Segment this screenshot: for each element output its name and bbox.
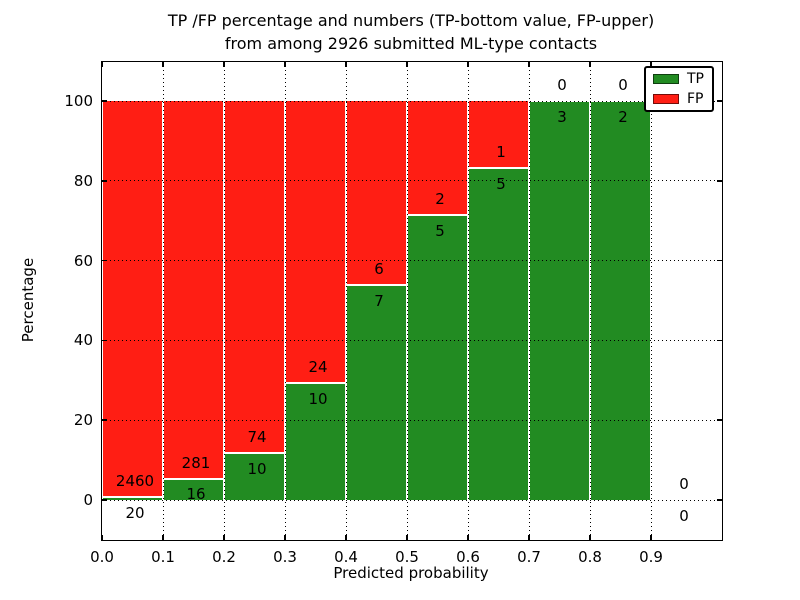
bar-count-label-tp: 5 (435, 221, 445, 240)
y-tick-right (717, 419, 722, 421)
x-tick-bottom (589, 535, 591, 540)
x-tick-label: 0.6 (456, 548, 480, 566)
x-tick-label: 0.8 (578, 548, 602, 566)
bar-fp (346, 101, 407, 286)
y-tick-label: 20 (73, 411, 93, 430)
x-tick-top (406, 62, 408, 67)
bar-fp (285, 101, 346, 383)
bar-count-label-fp: 24 (308, 357, 328, 376)
bar-fp (163, 101, 224, 479)
x-tick-label: 0.1 (151, 548, 175, 566)
x-tick-bottom (528, 535, 530, 540)
bar-count-label-fp: 2 (435, 190, 445, 208)
bar-fp (224, 101, 285, 453)
chart-title-line2: from among 2926 submitted ML-type contac… (224, 34, 598, 53)
chart-title-line1: TP /FP percentage and numbers (TP-bottom… (167, 11, 655, 30)
bar-tp (346, 285, 407, 500)
bar-count-label-tp: 7 (374, 292, 384, 311)
x-tick-top (101, 62, 103, 67)
bar-count-label-tp: 20 (125, 503, 145, 522)
x-tick-top (162, 62, 164, 67)
bar-tp (590, 101, 651, 500)
bar-count-label-tp: 0 (679, 507, 689, 525)
y-tick-label: 0 (83, 491, 93, 509)
x-tick-bottom (162, 535, 164, 540)
legend: TP FP (644, 66, 714, 112)
bar-count-label-fp: 0 (679, 475, 689, 493)
x-tick-label: 0.4 (334, 548, 358, 566)
legend-swatch-tp (653, 74, 679, 84)
x-tick-top (467, 62, 469, 67)
bar-tp (529, 101, 590, 500)
bar-count-label-fp: 74 (247, 427, 267, 446)
x-tick-label: 0.3 (273, 548, 297, 566)
legend-label-fp: FP (687, 90, 704, 107)
bar-count-label-fp: 1 (496, 142, 506, 161)
x-tick-bottom (101, 535, 103, 540)
x-tick-bottom (345, 535, 347, 540)
bar-count-label-fp: 6 (374, 260, 384, 279)
x-tick-label: 0.5 (395, 548, 419, 566)
x-tick-label: 0.0 (90, 548, 114, 566)
legend-row-tp: TP (653, 70, 705, 87)
chart-title: TP /FP percentage and numbers (TP-bottom… (101, 9, 721, 55)
y-axis-label: Percentage (19, 257, 37, 343)
legend-swatch-fp (653, 94, 679, 104)
bar-count-label-fp: 0 (557, 76, 567, 94)
y-tick-right (717, 180, 722, 182)
legend-row-fp: FP (653, 90, 705, 107)
y-tick-right (717, 499, 722, 501)
y-tick-label: 60 (73, 251, 93, 270)
x-tick-bottom (284, 535, 286, 540)
bar-count-label-tp: 3 (557, 108, 567, 126)
x-tick-bottom (406, 535, 408, 540)
bar-count-label-tp: 10 (247, 459, 267, 478)
y-tick-label: 100 (64, 92, 93, 110)
x-tick-top (589, 62, 591, 67)
y-tick-label: 40 (73, 331, 93, 350)
bar-fp (102, 101, 163, 497)
bar-tp (407, 215, 468, 500)
x-tick-top (345, 62, 347, 67)
bar-count-label-tp: 16 (186, 485, 206, 504)
bar-tp (102, 496, 163, 500)
x-tick-label: 0.7 (517, 548, 541, 566)
bar-count-label-tp: 5 (496, 174, 506, 193)
x-tick-bottom (223, 535, 225, 540)
bar-count-label-tp: 10 (308, 389, 328, 408)
x-tick-bottom (467, 535, 469, 540)
y-tick-right (717, 259, 722, 262)
bar-count-label-fp: 281 (181, 453, 211, 472)
x-tick-label: 0.9 (639, 548, 663, 566)
bar-fp (407, 101, 468, 215)
y-tick-label: 80 (73, 171, 93, 190)
bar-fp (468, 101, 529, 168)
bar-tp (468, 167, 529, 500)
bar-count-label-fp: 0 (618, 76, 628, 94)
x-axis-label: Predicted probability (333, 564, 489, 582)
x-tick-label: 0.2 (212, 548, 236, 566)
plot-area: 2460 20 281 16 74 10 24 10 6 7 2 5 1 5 0 3 0 2 0 0 0.0 0.1 0.… (64, 61, 723, 566)
bar-tp (224, 452, 285, 500)
x-tick-top (223, 62, 225, 67)
y-tick-right (717, 339, 722, 342)
x-tick-bottom (650, 535, 652, 540)
bar-count-label-tp: 2 (618, 108, 628, 126)
legend-label-tp: TP (687, 70, 704, 87)
bar-count-label-fp: 2460 (115, 471, 155, 490)
bar-tp (285, 382, 346, 500)
y-tick-right (717, 100, 722, 102)
x-tick-top (284, 62, 286, 67)
x-tick-top (528, 62, 530, 67)
